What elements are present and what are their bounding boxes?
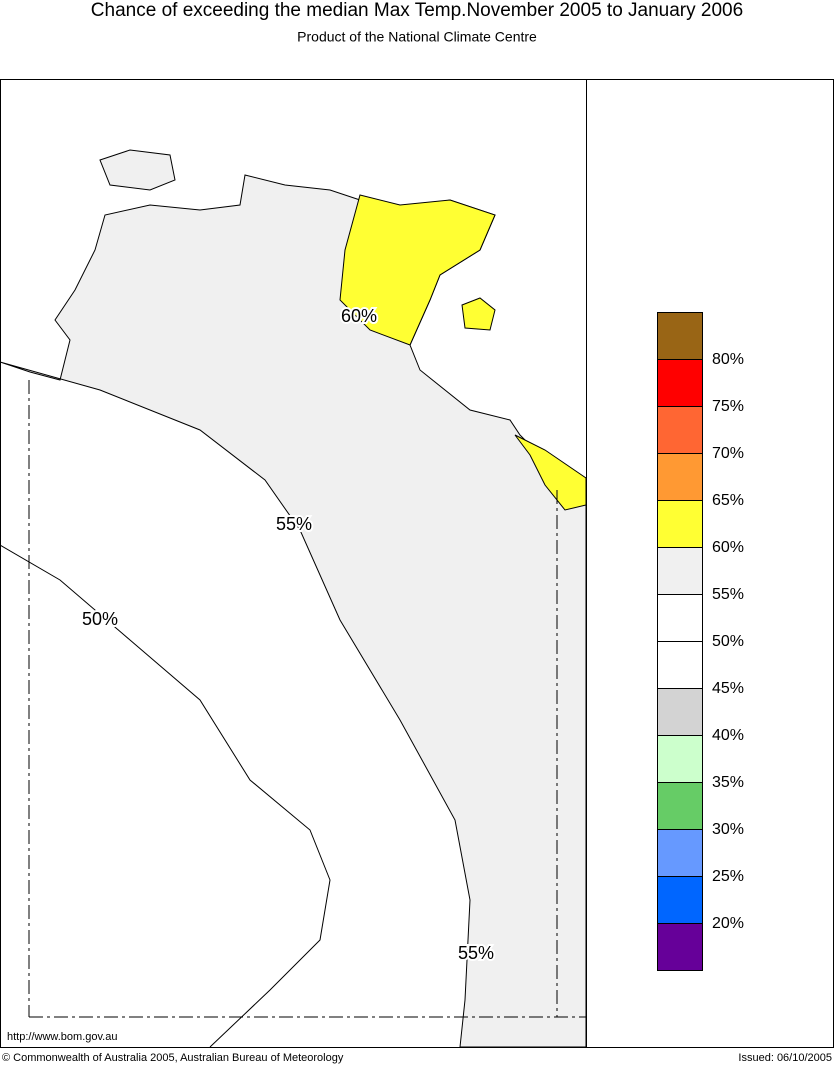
legend-swatch — [657, 829, 703, 877]
contour-50 — [0, 544, 331, 1048]
contour-label: 55% — [458, 943, 494, 963]
legend-label: 30% — [712, 821, 744, 838]
issued: Issued: 06/10/2005 — [738, 1052, 832, 1064]
legend-label: 50% — [712, 633, 744, 650]
legend-label: 40% — [712, 727, 744, 744]
legend-swatch — [657, 876, 703, 924]
grid-box — [28, 380, 586, 1018]
legend-swatch — [657, 500, 703, 548]
legend-label: 25% — [712, 868, 744, 885]
yellow-region — [514, 434, 587, 511]
legend-swatch — [657, 406, 703, 454]
legend-label: 20% — [712, 915, 744, 932]
subtitle: Product of the National Climate Centre — [297, 29, 537, 45]
legend-frame — [586, 79, 834, 1048]
legend-label: 70% — [712, 445, 744, 462]
contour-label: 50% — [82, 609, 118, 629]
legend-swatch — [657, 359, 703, 407]
legend: 80% 75% 70% 65% 60% 55% 50% 45% 40% 35% 30% 25% 20% — [657, 312, 744, 971]
legend-swatch — [657, 312, 703, 360]
legend-label: 35% — [712, 774, 744, 791]
legend-label: 75% — [712, 398, 744, 415]
url: http://www.bom.gov.au — [7, 1031, 117, 1043]
island — [99, 149, 176, 191]
legend-label: 45% — [712, 680, 744, 697]
legend-swatch — [657, 547, 703, 595]
legend-label: 65% — [712, 492, 744, 509]
map: 60% 55% 50% 55% http://www.bom.gov.au — [0, 79, 587, 1048]
legend-swatch — [657, 782, 703, 830]
legend-swatch — [657, 735, 703, 783]
yellow-island — [461, 297, 496, 331]
legend-swatch — [657, 688, 703, 736]
yellow-region — [339, 194, 496, 346]
legend-swatch — [657, 641, 703, 689]
legend-swatch — [657, 923, 703, 971]
contour-label: 60% — [341, 306, 377, 326]
title: Chance of exceeding the median Max Temp.… — [91, 0, 743, 21]
legend-swatch — [657, 594, 703, 642]
legend-label: 60% — [712, 539, 744, 556]
copyright: © Commonwealth of Australia 2005, Austra… — [2, 1052, 344, 1064]
legend-label: 55% — [712, 586, 744, 603]
contour-label: 55% — [276, 514, 312, 534]
legend-swatch — [657, 453, 703, 501]
legend-label: 80% — [712, 351, 744, 368]
